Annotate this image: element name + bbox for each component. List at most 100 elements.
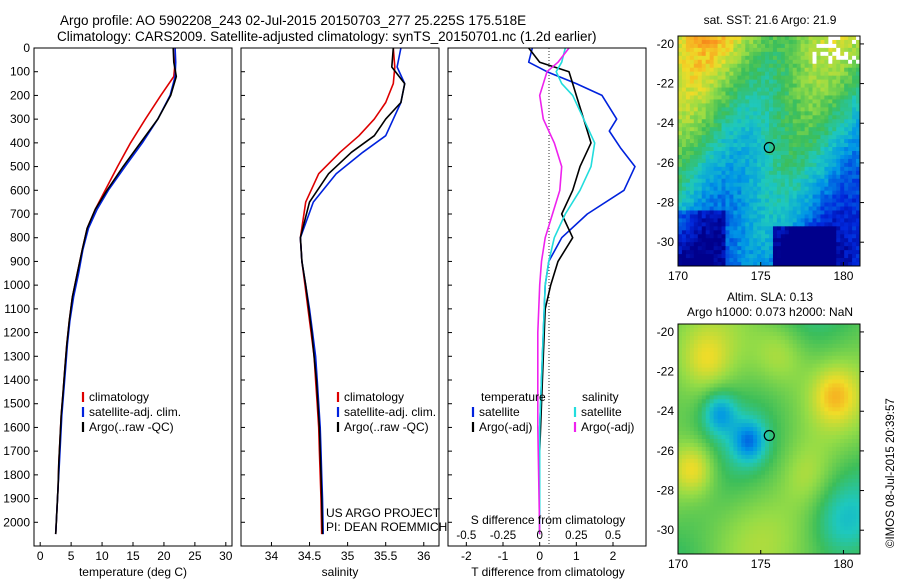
sla-cell	[705, 478, 711, 484]
sla-cell	[824, 454, 829, 460]
sst-cell	[717, 63, 722, 69]
sst-cell	[693, 210, 699, 215]
sst-cell	[713, 174, 718, 180]
sst-cell	[776, 182, 782, 188]
sst-cell	[769, 107, 774, 112]
sst-cell	[769, 75, 774, 81]
sst-cell	[709, 99, 715, 104]
sla-cell	[769, 478, 774, 484]
sst-cell	[852, 115, 857, 120]
sst-cell	[828, 36, 833, 41]
sst-cell	[792, 158, 798, 164]
sst-cell	[713, 182, 718, 188]
sst-cell	[701, 226, 707, 231]
sst-cell	[828, 254, 833, 259]
sst-cell	[828, 83, 833, 88]
sst-cell	[709, 238, 715, 243]
sst-cell	[761, 246, 766, 251]
sla-cell	[713, 506, 718, 511]
sla-cell	[745, 375, 750, 380]
sla-cell	[792, 462, 798, 468]
sla-cell	[832, 442, 837, 448]
sst-cell	[804, 71, 809, 77]
sla-cell	[737, 399, 742, 404]
sst-cell	[792, 206, 798, 211]
sst-cell	[721, 254, 726, 259]
depth-tick-label: 1200	[3, 326, 30, 340]
sst-cell	[828, 230, 833, 235]
sst-cell	[772, 59, 778, 65]
sla-cell	[725, 470, 730, 476]
sst-cell	[816, 55, 821, 61]
sst-cell	[808, 47, 813, 53]
sst-cell	[844, 194, 849, 199]
sla-cell	[689, 470, 695, 476]
sla-cell	[772, 324, 778, 329]
sst-cell	[796, 210, 802, 215]
sst-cell	[840, 166, 845, 172]
sst-cell	[796, 51, 802, 57]
sla-cell	[745, 431, 750, 436]
sla-cell	[681, 415, 687, 420]
sla-cell	[693, 442, 699, 448]
sla-cell	[796, 407, 802, 412]
sla-cell	[832, 486, 837, 491]
sla-cell	[697, 466, 703, 472]
sst-cell	[717, 214, 722, 219]
sst-cell	[824, 127, 829, 132]
sla-cell	[832, 466, 837, 472]
sst-cell	[749, 39, 754, 45]
sla-cell	[713, 494, 718, 499]
sla-cell	[678, 363, 683, 369]
sst-cell	[693, 127, 699, 132]
sst-cell	[844, 151, 849, 156]
sst-cell	[717, 178, 722, 184]
sla-cell	[828, 494, 833, 499]
sla-cell	[848, 363, 853, 369]
sst-cell	[800, 143, 806, 148]
sst-cell	[796, 119, 802, 124]
sla-cell	[737, 498, 742, 503]
sla-cell	[689, 351, 695, 357]
sst-cell	[717, 51, 722, 57]
sst-cell	[832, 59, 837, 65]
sla-cell	[848, 478, 853, 484]
sla-cell	[816, 431, 821, 436]
legend-entry: Argo(-adj)	[479, 420, 532, 434]
sst-cell	[769, 166, 774, 172]
sla-cell	[685, 324, 691, 329]
sla-cell	[717, 367, 722, 372]
sla-cell	[678, 419, 683, 424]
sst-cell	[737, 63, 742, 69]
sla-cell	[848, 474, 853, 480]
sst-cell	[796, 55, 802, 61]
sst-cell	[757, 166, 762, 172]
sla-cell	[697, 442, 703, 448]
sst-cell	[804, 230, 809, 235]
depth-tick-label: 0	[23, 41, 30, 55]
sla-cell	[800, 351, 806, 357]
sla-cell	[729, 359, 734, 365]
sst-cell	[729, 111, 734, 116]
sla-cell	[784, 446, 790, 452]
sst-cell	[856, 151, 860, 156]
sst-cell	[713, 95, 718, 100]
sst-cell	[678, 131, 683, 136]
sst-cell	[701, 186, 707, 192]
sst-cell	[769, 131, 774, 136]
sla-cell	[800, 339, 806, 345]
sst-cell	[729, 119, 734, 124]
sst-cell	[788, 202, 794, 207]
sla-cell	[713, 387, 718, 392]
sla-cell	[840, 324, 845, 329]
sst-cell	[693, 230, 699, 235]
sst-cell	[832, 202, 837, 207]
sla-cell	[713, 419, 718, 424]
sst-cell	[820, 123, 825, 128]
sla-cell	[709, 363, 715, 369]
sst-cell	[840, 202, 845, 207]
sst-cell	[741, 91, 746, 96]
sst-cell	[721, 131, 726, 136]
sst-cell	[753, 55, 758, 61]
sst-cell	[745, 75, 750, 81]
